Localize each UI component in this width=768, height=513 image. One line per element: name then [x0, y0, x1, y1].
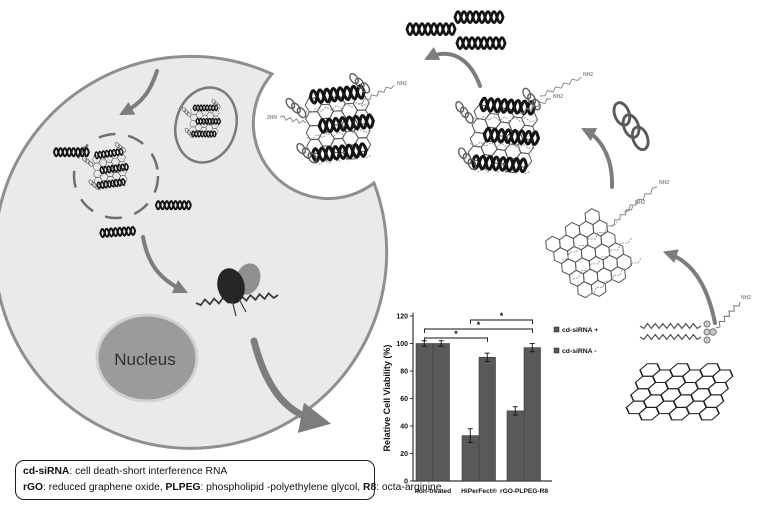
nh2-label: NH2: [397, 81, 407, 87]
y-tick-label: 80: [400, 369, 408, 376]
significance-bracket: [424, 328, 533, 333]
significance-bracket: [470, 319, 533, 324]
y-tick-label: 60: [400, 396, 408, 403]
legend-label: cd-siRNA -: [562, 348, 597, 355]
process-arrows: [119, 47, 717, 433]
arrow-add-plpeg: [662, 249, 717, 325]
nh2-label: NH2: [553, 94, 563, 100]
abbrev-segment: : cell death-short interference RNA: [69, 466, 228, 477]
nh2-label: NH2: [741, 295, 751, 301]
arrow-to-chart: [250, 337, 332, 433]
significance-star: *: [500, 311, 504, 321]
y-tick-label: 0: [404, 479, 408, 486]
nucleus: [95, 313, 199, 403]
nh2-label: NH2: [583, 72, 593, 78]
hn2-label: 2HN: [267, 115, 277, 121]
chart-bar: [506, 410, 524, 482]
cell: Nucleus: [0, 54, 389, 450]
x-category-label: non-treated: [415, 488, 451, 495]
abbrev-segment: : octa-arginine: [376, 481, 442, 493]
chart-bar: [415, 343, 433, 482]
amine-labels: NH2 2HN NH2 NH2 NH2 NH2 NH2: [267, 72, 751, 301]
peg-chains: [279, 76, 658, 227]
nh2-label: NH2: [635, 200, 645, 206]
significance-star: *: [477, 320, 481, 330]
abbrev-segment: rGO: [23, 481, 44, 493]
phospholipid-peg: [639, 301, 741, 344]
abbrev-segment: PLPEG: [165, 481, 201, 493]
abbrev-line-1: cd-siRNA: cell death-short interference …: [23, 464, 367, 480]
octa-arginine-coil: [603, 97, 659, 155]
significance-star: *: [454, 329, 458, 339]
abbrev-segment: cd-siRNA: [23, 466, 70, 477]
nh2-label: NH2: [659, 180, 669, 186]
rgo-plpeg-sheet: [545, 208, 642, 299]
endosome-escape-dashed: [72, 132, 160, 220]
y-axis-title: Relative Cell Viability (%): [382, 345, 392, 452]
x-category-label: rGO-PLPEG-R8: [500, 488, 548, 495]
chart-bar: [523, 347, 541, 482]
chart-bar: [432, 343, 450, 482]
legend-swatch: [553, 347, 560, 354]
y-tick-label: 100: [396, 341, 408, 348]
cell-membrane: [0, 54, 389, 450]
significance-bracket: [424, 337, 488, 342]
arrow-uptake: [119, 69, 159, 116]
y-tick-label: 40: [400, 424, 408, 431]
abbrev-segment: R8: [363, 481, 377, 493]
legend-label: cd-siRNA +: [562, 327, 598, 334]
y-tick-label: 20: [400, 451, 408, 458]
abbrev-line-2: rGO: reduced graphene oxide, PLPEG: phos…: [23, 480, 441, 496]
x-category-label: HiPerFect®: [461, 487, 497, 495]
free-sirna-top: [405, 10, 507, 51]
nucleus-label: Nucleus: [114, 350, 175, 369]
risc-complex: [195, 263, 279, 317]
endosome: [174, 86, 238, 164]
cell-viability-chart: 0 20 40 60 80 100 120 non-treated HiPerFect® rGO-…: [382, 311, 598, 495]
abbreviation-legend-box: cd-siRNA: cell death-short interference …: [15, 460, 441, 500]
arrow-add-r8: [581, 128, 615, 189]
complex-assembled: [450, 82, 543, 176]
abbrev-segment: : reduced graphene oxide,: [43, 481, 166, 493]
y-tick-label: 120: [396, 314, 408, 321]
arrow-release-sirna: [424, 47, 482, 88]
legend-swatch: [553, 326, 560, 333]
arrow-to-risc: [141, 235, 188, 294]
abbrev-segment: : phospholipid -polyethylene glycol,: [200, 481, 364, 493]
rgo-sheet: [625, 363, 734, 421]
chart-bar: [478, 356, 496, 482]
